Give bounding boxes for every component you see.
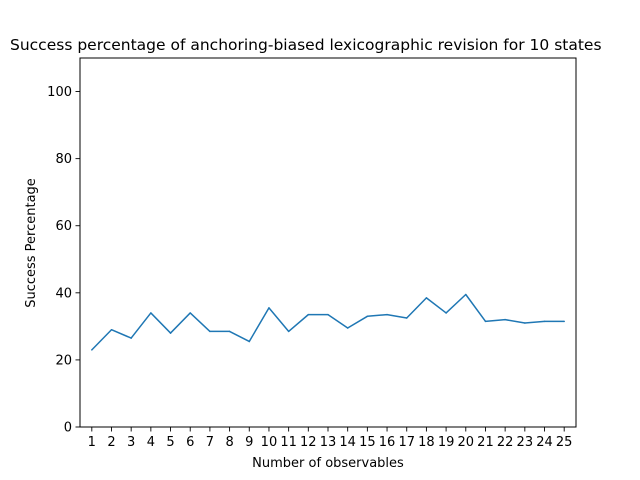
x-tick-label: 19: [438, 435, 455, 450]
data-point: [366, 315, 369, 318]
x-tick-label: 14: [339, 435, 356, 450]
x-tick-label: 13: [320, 435, 337, 450]
series-layer: [91, 293, 565, 351]
data-point: [425, 297, 428, 299]
x-tick-label: 15: [359, 435, 376, 450]
data-point: [307, 313, 310, 316]
y-axis-label: Success Percentage: [24, 178, 39, 308]
data-point: [504, 318, 506, 321]
data-point: [346, 327, 349, 329]
x-tick-label: 16: [379, 435, 396, 450]
y-tick-label: 20: [55, 353, 72, 368]
data-point: [248, 340, 251, 343]
y-tick-label: 60: [55, 219, 72, 234]
x-tick-label: 12: [300, 435, 317, 450]
x-tick-label: 11: [280, 435, 297, 450]
x-tick-label: 24: [536, 435, 553, 450]
x-tick-label: 18: [418, 435, 435, 450]
x-tick-label: 10: [261, 435, 278, 450]
data-point: [405, 317, 408, 319]
data-point: [563, 320, 565, 323]
chart-title: Success percentage of anchoring-biased l…: [10, 36, 602, 54]
data-point: [110, 328, 113, 331]
x-tick-label: 17: [398, 435, 415, 450]
y-tick-label: 0: [64, 421, 72, 436]
x-axis-ticks: 1 2 3 4 5 6 7 8 9 10 11 12 13 14 15 16 17 18 19 20 21 22 23 24 2…: [88, 427, 573, 450]
data-point: [445, 312, 447, 314]
x-tick-label: 8: [225, 435, 233, 450]
x-axis-label: Number of observables: [252, 456, 404, 471]
data-point: [327, 313, 329, 316]
data-point: [524, 322, 526, 324]
data-point: [268, 307, 270, 309]
x-tick-label: 5: [166, 435, 174, 450]
x-tick-label: 7: [206, 435, 214, 450]
x-tick-label: 4: [147, 435, 155, 450]
y-tick-label: 80: [55, 152, 72, 167]
y-axis-ticks: 0 20 40 60 80 100: [47, 85, 80, 436]
data-point: [484, 320, 487, 323]
x-tick-label: 9: [245, 435, 253, 450]
x-tick-label: 6: [186, 435, 194, 450]
data-point: [91, 349, 93, 351]
data-point: [130, 337, 132, 339]
data-point: [228, 330, 231, 333]
data-point: [386, 313, 388, 316]
x-tick-label: 23: [517, 435, 534, 450]
data-point: [209, 330, 211, 333]
data-point: [150, 312, 152, 314]
x-tick-label: 21: [477, 435, 494, 450]
data-point: [465, 293, 467, 296]
x-tick-label: 3: [127, 435, 135, 450]
x-tick-label: 25: [556, 435, 573, 450]
data-point: [287, 330, 290, 333]
plot-area: [80, 58, 576, 427]
y-tick-label: 40: [55, 286, 72, 301]
data-point: [543, 320, 546, 323]
x-tick-label: 2: [107, 435, 115, 450]
x-tick-label: 22: [497, 435, 514, 450]
data-point: [189, 312, 191, 314]
y-tick-label: 100: [47, 85, 72, 100]
x-tick-label: 1: [88, 435, 96, 450]
x-tick-label: 20: [458, 435, 475, 450]
data-point: [169, 332, 172, 334]
